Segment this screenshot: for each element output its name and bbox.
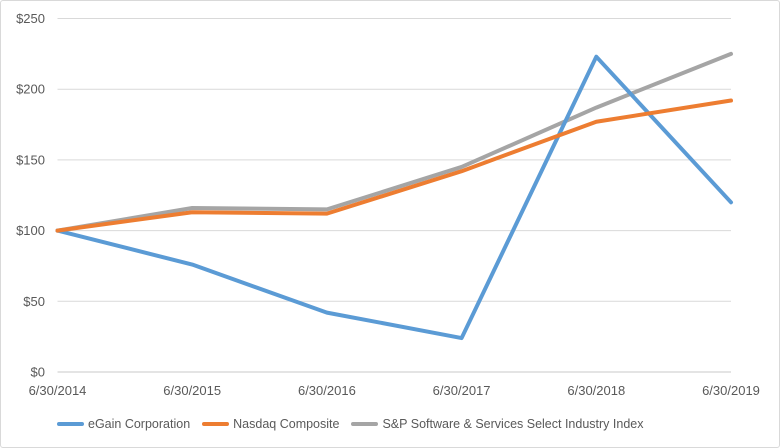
y-tick-label: $0	[31, 365, 45, 380]
series-line-nasdaq[interactable]	[55, 98, 733, 233]
x-tick-label: 6/30/2016	[298, 383, 356, 398]
sp-index-line-swatch-icon	[351, 422, 379, 426]
legend-item-nasdaq[interactable]: Nasdaq Composite	[202, 417, 339, 431]
y-tick-label: $250	[16, 11, 45, 26]
nasdaq-line-swatch-icon	[202, 422, 230, 426]
x-tick-label: 6/30/2019	[702, 383, 760, 398]
x-tick-label: 6/30/2014	[29, 383, 87, 398]
series-line-sp-index[interactable]	[55, 51, 733, 233]
series-line-egain[interactable]	[55, 54, 733, 341]
chart-legend: eGain Corporation Nasdaq Composite S&P S…	[57, 417, 655, 431]
legend-label-nasdaq: Nasdaq Composite	[233, 417, 340, 431]
y-tick-label: $200	[16, 82, 45, 97]
x-tick-label: 6/30/2018	[567, 383, 625, 398]
legend-label-sp-index: S&P Software & Services Select Industry …	[382, 417, 644, 431]
legend-item-egain[interactable]: eGain Corporation	[57, 417, 190, 431]
legend-label-egain: eGain Corporation	[88, 417, 191, 431]
legend-item-sp-index[interactable]: S&P Software & Services Select Industry …	[351, 417, 643, 431]
x-tick-label: 6/30/2015	[163, 383, 221, 398]
x-tick-label: 6/30/2017	[433, 383, 491, 398]
y-tick-label: $50	[23, 294, 45, 309]
y-tick-label: $100	[16, 223, 45, 238]
egain-line-swatch-icon	[57, 422, 84, 426]
y-tick-label: $150	[16, 152, 45, 167]
